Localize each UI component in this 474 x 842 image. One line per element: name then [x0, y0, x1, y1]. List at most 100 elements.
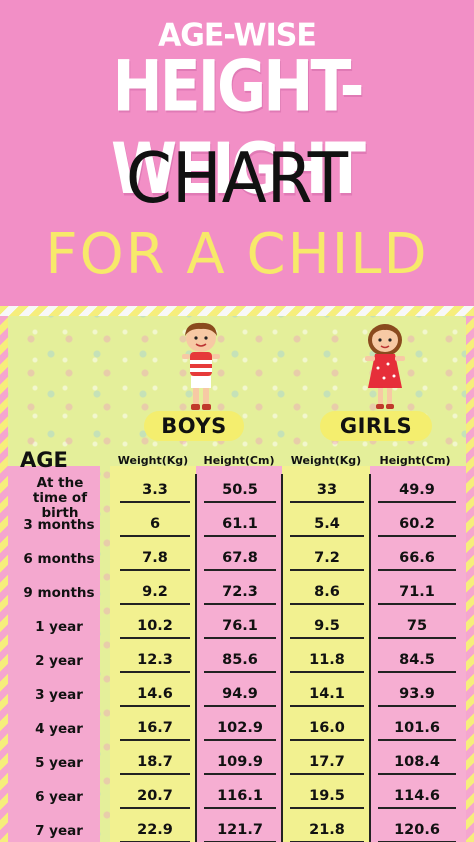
cell-underline	[204, 501, 276, 503]
decorative-stripe-top	[0, 306, 474, 316]
girls-height-column-bg	[370, 466, 466, 842]
cell-underline	[120, 773, 190, 775]
column-divider	[195, 474, 197, 842]
boys-weight-cell: 12.3	[137, 652, 173, 668]
girls-height-cell: 108.4	[394, 754, 440, 770]
girls-height-cell: 49.9	[399, 482, 435, 498]
cell-underline	[204, 671, 276, 673]
cell-underline	[290, 773, 364, 775]
title-age-wise: AGE-WISE	[158, 17, 317, 54]
table-row: 6 months 7.8 67.8 7.2 66.6	[8, 544, 466, 577]
age-cell: 1 year	[35, 619, 83, 635]
decorative-stripe-right	[466, 316, 474, 842]
girls-weight-cell: 5.4	[314, 516, 340, 532]
cell-underline	[204, 637, 276, 639]
title-height-weight: HEIGHT-WEIGHT	[111, 45, 366, 211]
boys-weight-cell: 20.7	[137, 788, 173, 804]
boys-height-cell: 76.1	[222, 618, 258, 634]
boys-weight-cell: 22.9	[137, 822, 173, 838]
girls-weight-cell: 9.5	[314, 618, 340, 634]
girls-height-cell: 66.6	[399, 550, 435, 566]
girls-height-cell: 60.2	[399, 516, 435, 532]
girls-weight-cell: 16.0	[309, 720, 345, 736]
age-cell: 4 year	[35, 721, 83, 737]
boys-weight-column-bg	[110, 466, 196, 842]
boys-weight-cell: 9.2	[142, 584, 168, 600]
table-row: 3 year 14.6 94.9 14.1 93.9	[8, 680, 466, 713]
cell-underline	[378, 535, 456, 537]
cell-underline	[290, 603, 364, 605]
cell-underline	[378, 705, 456, 707]
boys-weight-header: Weight(Kg)	[117, 454, 189, 467]
boys-weight-cell: 7.8	[142, 550, 168, 566]
boys-weight-cell: 14.6	[137, 686, 173, 702]
cell-underline	[378, 501, 456, 503]
boys-height-cell: 50.5	[222, 482, 258, 498]
girls-weight-cell: 21.8	[309, 822, 345, 838]
cell-underline	[120, 739, 190, 741]
girls-height-cell: 75	[406, 618, 428, 634]
age-column-bg	[8, 466, 100, 842]
cell-underline	[378, 739, 456, 741]
boys-height-cell: 61.1	[222, 516, 258, 532]
cell-underline	[290, 569, 364, 571]
table-row: 2 year 12.3 85.6 11.8 84.5	[8, 646, 466, 679]
cell-underline	[378, 807, 456, 809]
age-cell: 7 year	[35, 823, 83, 839]
girls-weight-cell: 17.7	[309, 754, 345, 770]
age-cell: 5 year	[35, 755, 83, 771]
cell-underline	[204, 739, 276, 741]
cell-underline	[290, 705, 364, 707]
title-for-a-child: FOR A CHILD	[45, 222, 429, 287]
cell-underline	[120, 637, 190, 639]
boys-weight-cell: 6	[149, 516, 161, 532]
cell-underline	[120, 603, 190, 605]
column-divider	[281, 474, 283, 842]
boys-height-header: Height(Cm)	[203, 454, 275, 467]
girls-weight-cell: 19.5	[309, 788, 345, 804]
cell-underline	[290, 535, 364, 537]
boys-height-cell: 85.6	[222, 652, 258, 668]
cell-underline	[378, 603, 456, 605]
cell-underline	[290, 739, 364, 741]
cell-underline	[290, 501, 364, 503]
girls-weight-cell: 11.8	[309, 652, 345, 668]
cell-underline	[204, 773, 276, 775]
table-row: 1 year 10.2 76.1 9.5 75	[8, 612, 466, 645]
girls-height-cell: 101.6	[394, 720, 440, 736]
age-cell: 6 months	[23, 551, 95, 567]
boys-height-cell: 116.1	[217, 788, 263, 804]
cell-underline	[290, 671, 364, 673]
age-header: AGE	[20, 448, 68, 472]
girls-label: GIRLS	[320, 411, 432, 441]
boys-height-cell: 121.7	[217, 822, 263, 838]
boys-height-column-bg	[196, 466, 282, 842]
girls-height-cell: 84.5	[399, 652, 435, 668]
age-cell: 3 year	[35, 687, 83, 703]
girls-weight-cell: 7.2	[314, 550, 340, 566]
title-banner: AGE-WISE HEIGHT-WEIGHT CHART FOR A CHILD	[0, 0, 474, 312]
cell-underline	[204, 705, 276, 707]
cell-underline	[204, 603, 276, 605]
age-cell: 3 months	[23, 517, 95, 533]
cell-underline	[378, 671, 456, 673]
cell-underline	[290, 637, 364, 639]
table-row: 7 year 22.9 121.7 21.8 120.6	[8, 816, 466, 842]
table-row: 6 year 20.7 116.1 19.5 114.6	[8, 782, 466, 815]
boys-height-cell: 72.3	[222, 584, 258, 600]
cell-underline	[120, 671, 190, 673]
age-cell: 2 year	[35, 653, 83, 669]
boys-height-cell: 67.8	[222, 550, 258, 566]
boys-weight-cell: 10.2	[137, 618, 173, 634]
girls-weight-cell: 8.6	[314, 584, 340, 600]
cell-underline	[120, 807, 190, 809]
boys-weight-cell: 3.3	[142, 482, 168, 498]
girls-weight-header: Weight(Kg)	[290, 454, 362, 467]
girls-height-header: Height(Cm)	[379, 454, 451, 467]
age-cell: 9 months	[23, 585, 95, 601]
cell-underline	[204, 807, 276, 809]
cell-underline	[204, 535, 276, 537]
boys-height-cell: 94.9	[222, 686, 258, 702]
boys-height-cell: 109.9	[217, 754, 263, 770]
table-row: 9 months 9.2 72.3 8.6 71.1	[8, 578, 466, 611]
